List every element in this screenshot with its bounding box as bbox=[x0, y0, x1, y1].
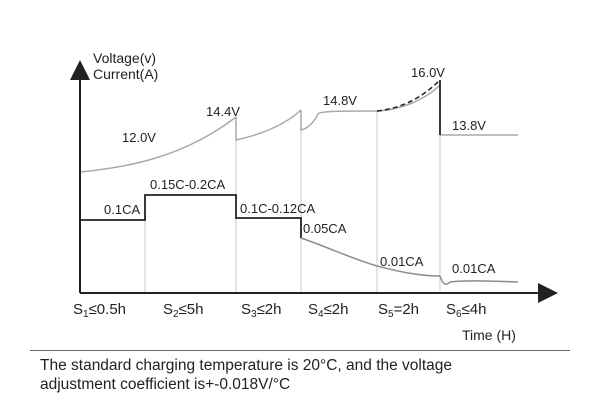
voltage-label: 13.8V bbox=[452, 118, 486, 133]
footnote-line: The standard charging temperature is 20°… bbox=[40, 357, 453, 374]
current-label: 0.15C-0.2CA bbox=[150, 177, 225, 192]
voltage-label: 16.0V bbox=[411, 65, 445, 80]
voltage-label: 14.4V bbox=[206, 104, 240, 119]
footnote: The standard charging temperature is 20°… bbox=[40, 356, 580, 394]
stage-label-s5: S5=2h bbox=[378, 301, 419, 320]
current-label: 0.01CA bbox=[452, 261, 496, 276]
stage-label-s4: S4≤2h bbox=[308, 301, 349, 320]
current-label: 0.1C-0.12CA bbox=[240, 201, 315, 216]
stage-label-s3: S3≤2h bbox=[241, 301, 282, 320]
y-axis-title-current: Current(A) bbox=[93, 66, 158, 82]
footnote-line: adjustment coefficient is+-0.018V/°C bbox=[40, 376, 291, 393]
voltage-label: 14.8V bbox=[323, 93, 357, 108]
current-tail-s6 bbox=[439, 275, 519, 285]
voltage-segment-s4 bbox=[300, 110, 378, 131]
voltage-segment-rise bbox=[79, 116, 237, 173]
voltage-label: 12.0V bbox=[122, 130, 156, 145]
voltage-segment-s3 bbox=[235, 109, 302, 141]
voltage-curve bbox=[79, 79, 518, 173]
voltage-segment-s5 bbox=[376, 84, 441, 112]
current-label: 0.1CA bbox=[104, 202, 140, 217]
y-axis-title-voltage: Voltage(v) bbox=[93, 50, 156, 66]
current-step-line bbox=[80, 194, 302, 238]
voltage-dashed-boost bbox=[376, 79, 441, 112]
current-label: 0.05CA bbox=[303, 221, 347, 236]
x-axis-title: Time (H) bbox=[462, 327, 516, 343]
current-label: 0.01CA bbox=[380, 254, 424, 269]
current-curve bbox=[80, 194, 519, 285]
stage-label-s6: S6≤4h bbox=[446, 301, 487, 320]
stage-label-s2: S2≤5h bbox=[163, 301, 204, 320]
stage-label-s1: S1≤0.5h bbox=[73, 301, 126, 320]
current-tail-s4-s5 bbox=[300, 237, 441, 277]
footnote-divider bbox=[30, 350, 570, 351]
